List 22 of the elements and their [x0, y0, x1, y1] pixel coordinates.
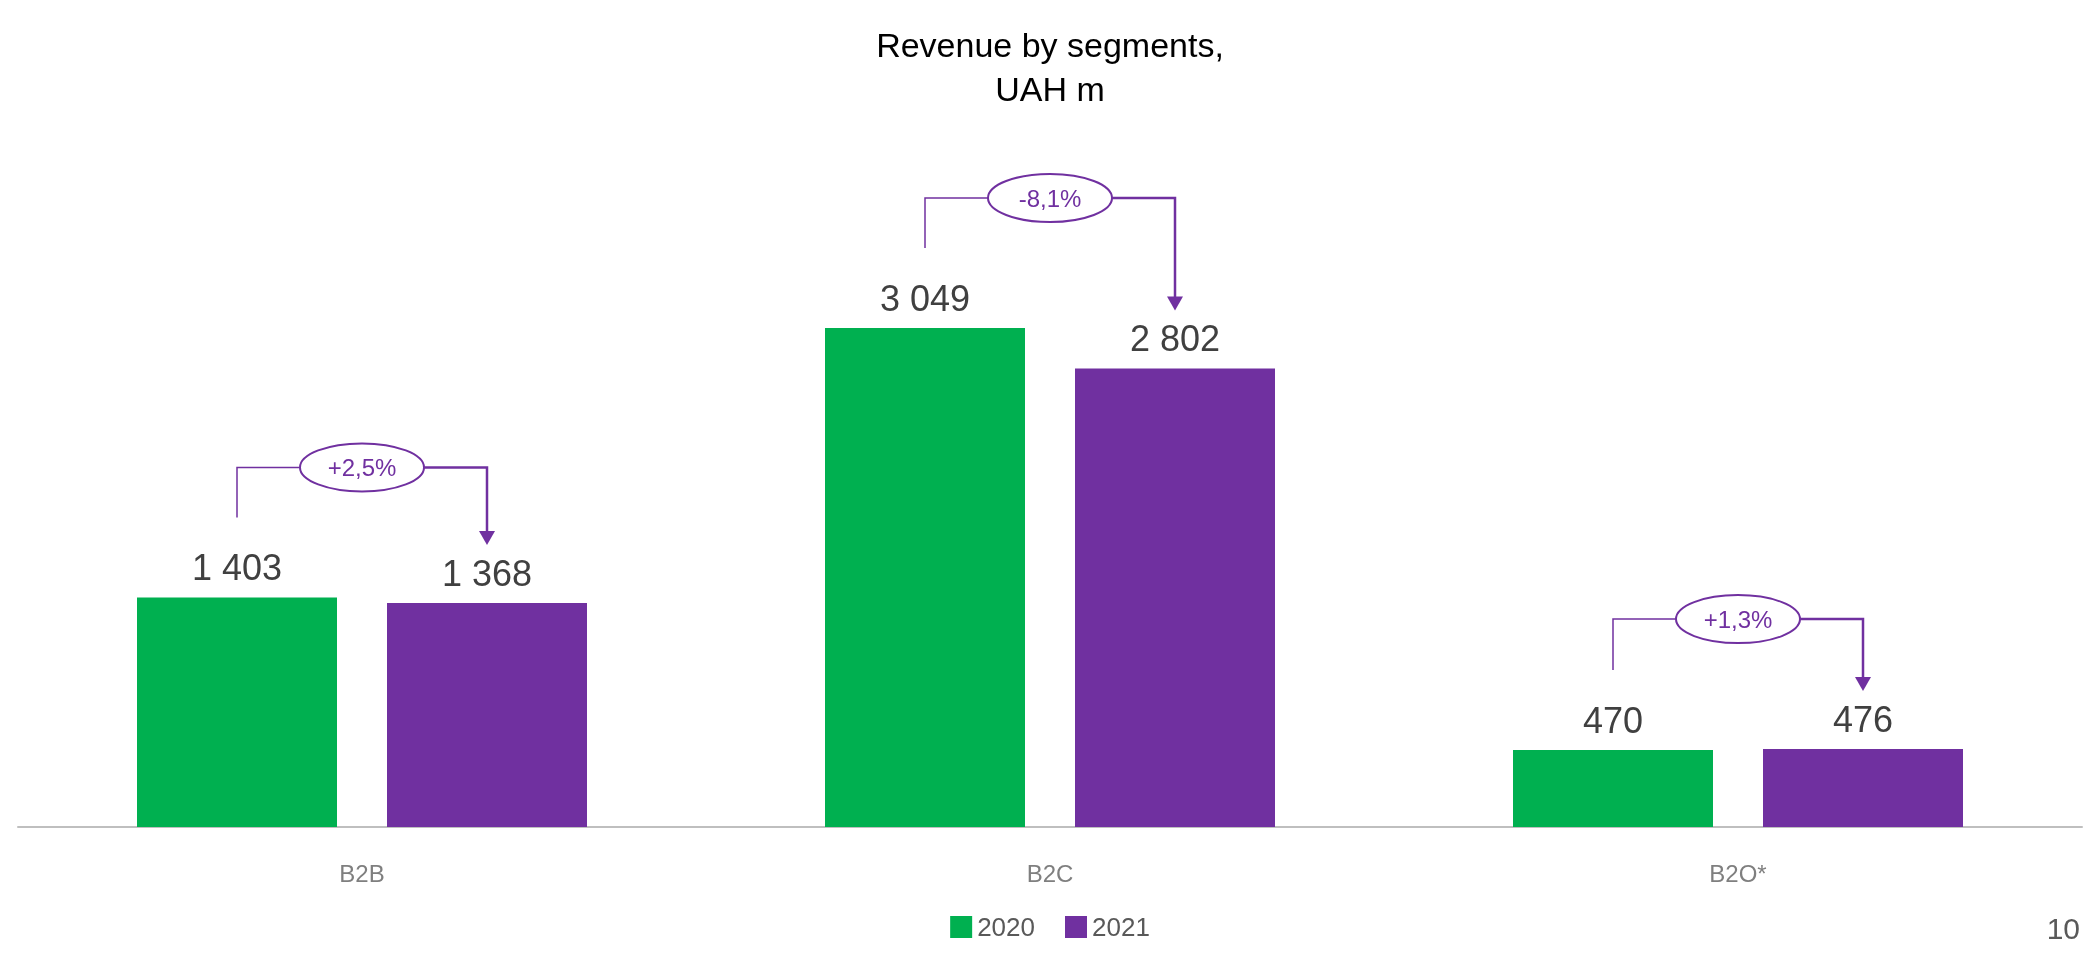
x-tick-label: B2O*: [1709, 859, 1767, 887]
bar: [825, 328, 1025, 827]
bar: [137, 597, 337, 827]
text: 10: [2046, 911, 2081, 945]
data-label: 1 368: [441, 552, 533, 594]
bar: [1513, 750, 1713, 827]
legend-label: 2020: [977, 912, 1035, 942]
data-label: 2 802: [1129, 317, 1221, 359]
data-label: 3 049: [879, 277, 971, 319]
data-label: 476: [1832, 698, 1894, 740]
chart-title: Revenue by segments, UAH m: [876, 26, 1224, 108]
legend-label: 2021: [1092, 912, 1150, 942]
bar: [387, 603, 587, 827]
bar: [1075, 368, 1275, 827]
data-label: 470: [1582, 699, 1644, 741]
text: -8,1%: [1018, 184, 1082, 212]
annotation: +1,3%: [1703, 605, 1773, 633]
x-tick-label: B2B: [339, 859, 385, 887]
bar: [1763, 749, 1963, 827]
annotation: +2,5%: [327, 453, 397, 481]
x-tick-label: B2C: [1026, 859, 1074, 887]
data-label: 1 403: [191, 546, 283, 588]
